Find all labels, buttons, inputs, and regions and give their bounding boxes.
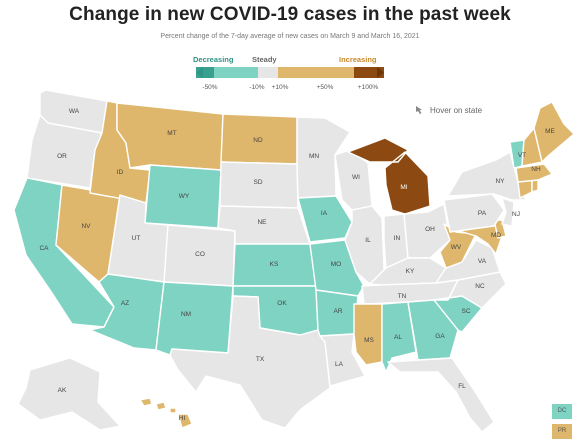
state-mi[interactable] <box>347 137 431 215</box>
state-label: SD <box>253 179 262 186</box>
state-label: ME <box>545 128 555 135</box>
state-label: OR <box>57 153 67 160</box>
state-label: IA <box>321 210 328 217</box>
state-label: WV <box>451 244 462 251</box>
state-labels: WA OR CA NV ID MT WY UT AZ CO NM ND SD N… <box>39 108 555 422</box>
state-label: FL <box>458 383 466 390</box>
state-ak[interactable] <box>17 357 121 431</box>
state-label: LA <box>335 361 344 368</box>
page-subtitle: Percent change of the 7-day average of n… <box>160 33 420 40</box>
legend-tick: +50% <box>316 84 334 91</box>
state-label: WI <box>352 174 360 181</box>
page-title: Change in new COVID-19 cases in the past… <box>69 4 511 25</box>
legend-tick: -50% <box>202 84 218 91</box>
state-label: VA <box>478 258 487 265</box>
legend-decreasing-label: Decreasing <box>193 55 234 64</box>
legend-swatch-steady <box>258 67 278 78</box>
legend-right-arrow-icon <box>377 67 384 78</box>
state-label: GA <box>435 333 445 340</box>
state-label: MS <box>364 337 374 344</box>
state-label: TX <box>256 356 265 363</box>
legend-swatch-decrease <box>214 67 258 78</box>
state-ms[interactable] <box>353 303 383 366</box>
state-label: KS <box>270 261 279 268</box>
state-fl[interactable] <box>387 357 495 433</box>
state-label: TN <box>398 293 407 300</box>
state-label: WA <box>69 108 80 115</box>
legend-left-arrow-icon <box>196 67 203 78</box>
state-label: AL <box>394 334 402 341</box>
state-label: CA <box>39 245 49 252</box>
state-label: AZ <box>121 300 129 307</box>
state-label: KY <box>406 268 415 275</box>
state-label: AR <box>333 308 342 315</box>
state-label: PA <box>478 210 487 217</box>
legend-swatch-strong-increase <box>354 67 384 78</box>
state-me[interactable] <box>533 101 575 163</box>
legend-tick: +10% <box>271 84 289 91</box>
state-label: ND <box>253 137 263 144</box>
state-label: NH <box>531 166 541 173</box>
state-label: UT <box>132 235 141 242</box>
legend-tick: +100% <box>357 84 379 91</box>
state-label: VT <box>518 152 526 159</box>
state-label: MT <box>167 130 176 137</box>
state-label: MO <box>331 261 341 268</box>
state-label: NE <box>257 219 267 226</box>
state-label: NY <box>495 178 505 185</box>
legend-tick: -10% <box>249 84 265 91</box>
state-tx[interactable] <box>169 295 331 429</box>
state-label: NC <box>475 283 485 290</box>
state-nj[interactable] <box>501 197 515 227</box>
legend-swatch-increase <box>278 67 354 78</box>
state-label: IL <box>365 237 371 244</box>
state-hi[interactable] <box>139 397 193 429</box>
state-ct[interactable] <box>517 179 533 199</box>
state-label: ID <box>117 169 124 176</box>
state-label: OK <box>277 300 287 307</box>
state-label: SC <box>461 308 470 315</box>
state-mn[interactable] <box>296 116 351 199</box>
territory-dc[interactable]: DC <box>552 404 572 419</box>
state-wv[interactable] <box>439 223 477 269</box>
legend-color-bar <box>196 67 384 78</box>
state-label: AK <box>58 387 67 394</box>
legend-swatch-strong-decrease <box>196 67 214 78</box>
state-label: HI <box>179 415 186 422</box>
state-label: NV <box>81 223 91 230</box>
state-label: NJ <box>512 211 520 218</box>
state-label: MI <box>400 184 407 191</box>
state-label: IN <box>394 235 401 242</box>
state-label: OH <box>425 226 435 233</box>
state-label: CO <box>195 251 205 258</box>
state-nm[interactable] <box>155 281 234 356</box>
hover-on-state-note: Hover on state <box>430 106 483 115</box>
state-ma[interactable] <box>515 163 553 183</box>
state-ri[interactable] <box>531 179 539 193</box>
legend-steady-label: Steady <box>252 55 277 64</box>
territory-pr[interactable]: PR <box>552 424 572 439</box>
state-label: MN <box>309 153 319 160</box>
cursor-hand-icon <box>416 106 422 114</box>
state-label: MD <box>491 232 501 239</box>
legend-increasing-label: Increasing <box>339 55 377 64</box>
state-label: NM <box>181 311 191 318</box>
state-label: WY <box>179 193 190 200</box>
